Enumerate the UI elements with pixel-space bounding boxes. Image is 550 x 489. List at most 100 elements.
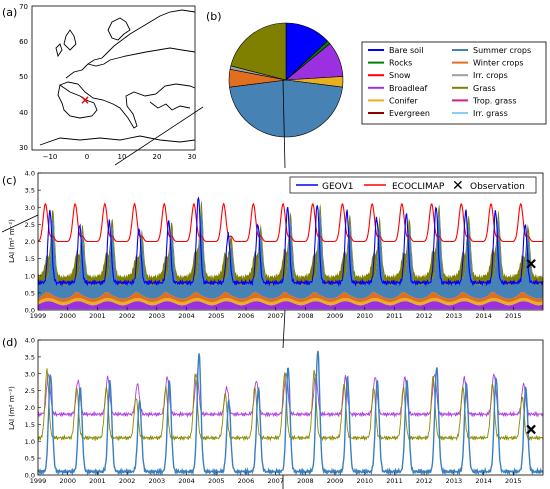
panel-a: (a) × 70 60 50 40 30 −10 0 10 20 30 xyxy=(2,3,196,161)
map-xtick: 20 xyxy=(153,153,162,161)
site-marker-red-cross: × xyxy=(80,93,90,107)
panel-c-label: (c) xyxy=(2,174,17,187)
x-tick-label: 2009 xyxy=(327,477,344,485)
x-tick-label: 2013 xyxy=(446,477,463,485)
x-tick-label: 2006 xyxy=(238,312,255,320)
x-tick-label: 2003 xyxy=(149,312,166,320)
cover-legend-box xyxy=(361,41,547,125)
x-tick-label: 2015 xyxy=(505,312,522,320)
legend-label: Broadleaf xyxy=(389,84,428,93)
panel-d-label: (d) xyxy=(2,336,18,349)
legend-label-ecoclimap: ECOCLIMAP xyxy=(392,182,445,192)
lai-series-line xyxy=(37,350,544,477)
legend-label: Conifer xyxy=(389,96,419,105)
observation-marker xyxy=(526,258,536,269)
x-tick-label: 2004 xyxy=(178,312,195,320)
panel-b-label: (b) xyxy=(206,10,222,23)
x-tick-label: 2003 xyxy=(149,477,166,485)
legend-label: Trop. grass xyxy=(472,96,517,105)
x-tick-label: 2000 xyxy=(59,312,76,320)
x-tick-label: 2010 xyxy=(356,312,373,320)
panel-a-label: (a) xyxy=(2,6,17,19)
map-ytick: 60 xyxy=(19,38,28,46)
panel-c-legend: GEOV1 ECOCLIMAP ✕ Observation xyxy=(289,176,537,194)
x-tick-label: 2005 xyxy=(208,477,225,485)
legend-label-observation: Observation xyxy=(470,182,525,192)
x-tick-label: 2000 xyxy=(59,477,76,485)
map-frame xyxy=(31,5,196,151)
y-tick-label: 4.0 xyxy=(25,337,35,345)
x-tick-label: 2008 xyxy=(297,477,314,485)
panel-c: (c) LAI (m² m⁻²) 0.0 0.5 1.0 1.5 2.0 2.5 3.0 3.… xyxy=(2,170,544,320)
ecoclimap-line xyxy=(37,202,544,243)
x-tick-label: 2006 xyxy=(238,477,255,485)
y-tick-label: 1.5 xyxy=(25,255,35,263)
x-tick-label: 2011 xyxy=(386,312,403,320)
x-tick-label: 2012 xyxy=(416,477,433,485)
map-xtick: 30 xyxy=(188,153,197,161)
y-tick-label: 3.0 xyxy=(25,204,35,212)
legend-label: Rocks xyxy=(389,59,412,68)
legend-label: Summer crops xyxy=(473,46,531,55)
legend-label: Irr. grass xyxy=(473,109,508,118)
pie-slice xyxy=(230,22,287,81)
x-tick-label: 2002 xyxy=(119,312,136,320)
x-tick-label: 2010 xyxy=(356,477,373,485)
x-tick-label: 2014 xyxy=(475,477,492,485)
y-tick-label: 2.0 xyxy=(25,238,35,246)
x-tick-label: 2007 xyxy=(267,312,284,320)
x-tick-label: 2013 xyxy=(446,312,463,320)
y-tick-label: 3.5 xyxy=(25,353,35,361)
y-tick-label: 1.0 xyxy=(25,272,35,280)
x-tick-label: 2002 xyxy=(119,477,136,485)
x-tick-label: 2008 xyxy=(297,312,314,320)
x-tick-label: 2014 xyxy=(475,312,492,320)
x-tick-label: 2001 xyxy=(89,312,106,320)
panel-d: (d) LAI (m² m⁻²) 0.0 0.5 1.0 1.5 2.0 2.5 3.0 3.… xyxy=(2,336,544,485)
x-tick-label: 2011 xyxy=(386,477,403,485)
cover-legend: Bare soil Rocks Snow Broadleaf Conifer Evergr… xyxy=(361,41,547,125)
y-tick-label: 2.5 xyxy=(25,221,35,229)
y-tick-label: 4.0 xyxy=(25,170,35,178)
legend-label: Bare soil xyxy=(389,46,423,55)
legend-label-geov1: GEOV1 xyxy=(322,182,353,192)
panel-d-ylabel: LAI (m² m⁻²) xyxy=(8,386,16,430)
legend-label: Irr. crops xyxy=(473,71,508,80)
legend-label: Grass xyxy=(473,84,496,93)
y-tick-label: 2.5 xyxy=(25,387,35,395)
connector-line xyxy=(1,214,39,233)
map-xtick: 10 xyxy=(118,153,127,161)
y-tick-label: 2.0 xyxy=(25,404,35,412)
legend-label: Evergreen xyxy=(389,109,430,118)
map-xtick: 0 xyxy=(85,153,89,161)
panel-c-ylabel: LAI (m² m⁻²) xyxy=(8,219,16,263)
pie-slice xyxy=(229,79,343,138)
map-xtick: −10 xyxy=(43,153,58,161)
y-tick-label: 0.5 xyxy=(25,289,35,297)
geov1-line xyxy=(37,196,544,287)
y-tick-label: 0.5 xyxy=(25,455,35,463)
stacked-area-layer xyxy=(38,298,543,306)
x-tick-label: 1999 xyxy=(30,477,47,485)
map-ytick: 70 xyxy=(19,3,28,11)
coastline xyxy=(39,9,196,146)
y-tick-label: 0.0 xyxy=(25,472,35,480)
x-tick-label: 1999 xyxy=(30,312,47,320)
stacked-area-layer xyxy=(38,301,543,310)
legend-swatch-observation: ✕ xyxy=(452,178,464,194)
x-tick-label: 2007 xyxy=(267,477,284,485)
map-ytick: 40 xyxy=(19,109,28,117)
legend-label: Winter crops xyxy=(473,59,524,68)
connector-line xyxy=(282,79,286,169)
x-tick-label: 2009 xyxy=(327,312,344,320)
stacked-area-layer xyxy=(38,291,543,303)
y-tick-label: 3.0 xyxy=(25,370,35,378)
observation-marker xyxy=(526,424,536,435)
connector-line xyxy=(282,309,286,349)
y-tick-label: 3.5 xyxy=(25,187,35,195)
x-tick-label: 2004 xyxy=(178,477,195,485)
map-ytick: 50 xyxy=(19,73,28,81)
cover-pie-chart xyxy=(228,22,344,138)
